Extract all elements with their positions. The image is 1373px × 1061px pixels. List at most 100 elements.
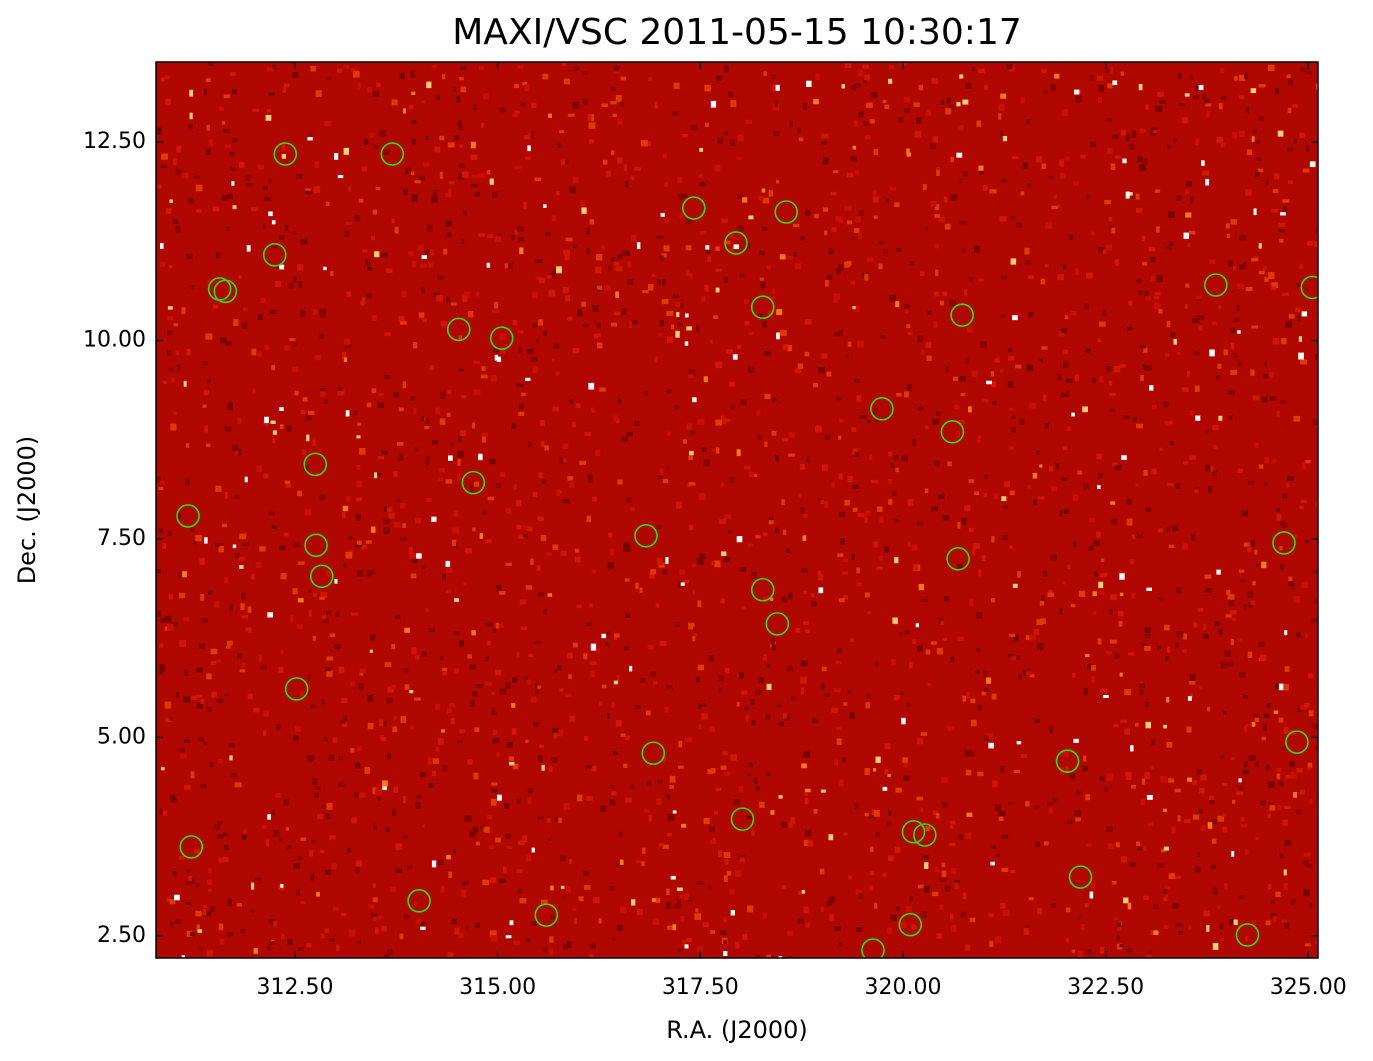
noise: [719, 519, 727, 525]
noise: [365, 293, 373, 299]
noise: [623, 646, 629, 651]
noise: [1100, 573, 1108, 578]
noise: [354, 215, 361, 222]
noise: [1188, 75, 1193, 80]
noise: [1129, 143, 1135, 150]
noise: [235, 448, 239, 456]
noise: [517, 64, 524, 69]
noise: [566, 940, 572, 948]
noise: [1265, 764, 1270, 770]
noise: [965, 82, 972, 89]
noise: [1189, 674, 1196, 681]
noise: [669, 785, 674, 789]
noise: [1080, 924, 1085, 930]
noise: [1245, 936, 1249, 941]
noise: [183, 739, 191, 743]
noise: [937, 494, 945, 499]
noise: [567, 476, 574, 481]
noise: [516, 651, 520, 658]
noise: [269, 941, 275, 946]
noise: [577, 794, 583, 802]
noise: [957, 522, 961, 529]
noise: [763, 71, 767, 76]
noise: [1125, 776, 1132, 780]
noise: [1164, 885, 1171, 890]
noise: [356, 570, 364, 577]
noise: [844, 205, 852, 211]
noise: [1260, 800, 1266, 806]
noise: [944, 885, 951, 892]
noise: [821, 353, 828, 359]
noise: [1189, 410, 1194, 416]
image-background: [156, 62, 1318, 958]
noise: [1144, 645, 1151, 651]
noise: [699, 182, 706, 187]
noise: [1038, 496, 1045, 500]
noise: [679, 213, 683, 218]
noise: [456, 95, 461, 103]
noise: [927, 310, 932, 315]
noise: [804, 797, 809, 805]
noise: [858, 893, 863, 900]
noise: [458, 640, 464, 648]
noise: [1085, 348, 1091, 354]
noise: [159, 480, 165, 485]
noise-source: [244, 476, 248, 483]
noise: [721, 415, 725, 420]
noise: [768, 296, 776, 300]
noise: [310, 873, 315, 881]
noise: [834, 332, 839, 337]
noise: [348, 930, 356, 937]
noise: [851, 553, 855, 560]
noise: [369, 634, 376, 641]
noise: [383, 527, 391, 535]
noise: [1299, 505, 1304, 510]
noise: [1250, 540, 1256, 548]
noise: [1062, 264, 1067, 269]
noise: [1295, 632, 1301, 638]
noise: [257, 313, 264, 321]
noise: [325, 668, 332, 672]
noise: [1274, 88, 1279, 95]
noise-source: [280, 884, 284, 888]
noise: [1213, 444, 1219, 450]
noise: [746, 815, 753, 820]
noise: [473, 389, 481, 395]
noise: [569, 859, 573, 865]
noise: [838, 942, 843, 947]
noise-source: [373, 472, 378, 479]
noise: [1274, 173, 1280, 180]
noise: [471, 174, 479, 178]
noise: [178, 572, 184, 579]
noise: [514, 84, 519, 89]
noise-source: [770, 810, 775, 815]
noise: [609, 885, 615, 891]
noise: [1039, 600, 1045, 606]
noise: [1286, 147, 1294, 152]
noise: [575, 556, 581, 563]
noise: [195, 883, 200, 888]
noise: [494, 235, 502, 243]
noise: [751, 829, 755, 836]
noise: [291, 366, 299, 372]
noise: [1132, 416, 1137, 422]
noise: [263, 473, 269, 479]
noise: [1041, 163, 1047, 170]
noise: [610, 150, 615, 155]
noise-source: [253, 948, 258, 954]
noise: [656, 525, 662, 530]
noise: [353, 71, 360, 78]
source-marker: [946, 547, 970, 571]
noise: [317, 814, 324, 819]
noise-source: [1119, 573, 1125, 580]
noise: [1239, 672, 1246, 678]
noise: [1019, 418, 1025, 425]
noise: [677, 765, 684, 769]
noise: [562, 62, 566, 67]
noise: [685, 245, 692, 251]
noise: [356, 465, 361, 470]
noise: [664, 181, 668, 187]
noise-source: [445, 560, 451, 567]
noise: [838, 418, 844, 423]
noise-source: [820, 789, 826, 793]
